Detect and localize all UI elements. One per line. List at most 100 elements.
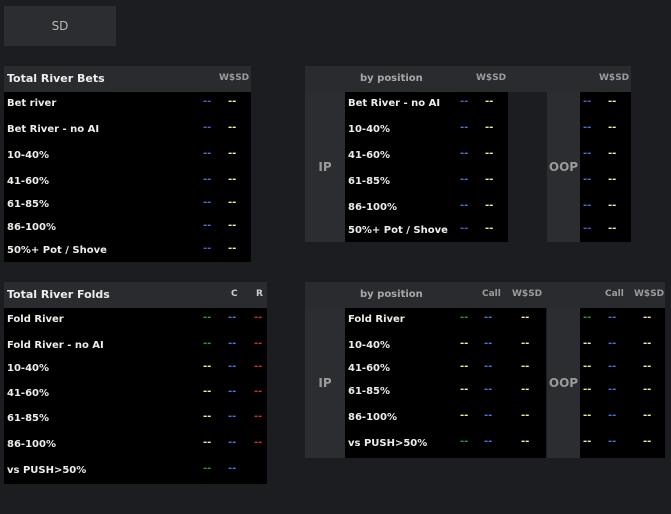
row-label: 61-85%: [7, 413, 50, 424]
bets-position-col-wssd: W$SD: [476, 73, 507, 83]
folds-ip-text: IP: [318, 376, 332, 390]
row-label: 10-40%: [7, 150, 50, 161]
row-label: 50%+ Pot / Shove: [348, 225, 448, 236]
folds-position-col-wssd-oop: W$SD: [634, 289, 665, 299]
cell-value: --: [228, 243, 237, 254]
cell-value: --: [485, 174, 494, 185]
folds-position-col-call-oop: Call: [605, 289, 624, 299]
cell-value: --: [203, 148, 212, 159]
cell-value: --: [583, 436, 592, 447]
table-row: 86-100% -- -- --: [345, 408, 546, 430]
cell-value: --: [643, 361, 652, 372]
folds-oop-label: OOP: [547, 308, 580, 458]
cell-value: --: [203, 197, 212, 208]
bets-position-header-label: by position: [360, 73, 423, 84]
table-row: Fold River -- -- --: [4, 310, 267, 332]
cell-value: --: [608, 223, 617, 234]
cell-value: --: [228, 312, 237, 323]
cell-value: --: [460, 223, 469, 234]
cell-value: --: [583, 223, 592, 234]
row-label: 86-100%: [7, 439, 56, 450]
cell-value: --: [643, 338, 652, 349]
row-label: 41-60%: [348, 150, 391, 161]
cell-value: --: [460, 338, 469, 349]
table-row: -- --: [580, 146, 631, 168]
cell-value: --: [485, 148, 494, 159]
cell-value: --: [643, 410, 652, 421]
cell-value: --: [460, 148, 469, 159]
cell-value: --: [608, 338, 617, 349]
cell-value: --: [228, 148, 237, 159]
cell-value: --: [228, 386, 237, 397]
tab-sd[interactable]: SD: [4, 6, 116, 46]
bets-oop-text: OOP: [548, 160, 579, 174]
cell-value: --: [583, 361, 592, 372]
cell-value: --: [521, 384, 530, 395]
cell-value: --: [484, 338, 493, 349]
table-row: Bet river -- --: [4, 94, 251, 116]
cell-value: --: [484, 436, 493, 447]
cell-value: --: [583, 148, 592, 159]
cell-value: --: [608, 122, 617, 133]
folds-position-header-label: by position: [360, 289, 423, 300]
tab-sd-label: SD: [51, 19, 69, 33]
cell-value: --: [460, 122, 469, 133]
cell-value: --: [460, 200, 469, 211]
table-row: -- -- --: [580, 359, 665, 381]
cell-value: --: [228, 122, 237, 133]
table-row: vs PUSH>50% -- -- --: [345, 434, 546, 456]
cell-value: --: [643, 384, 652, 395]
cell-value: --: [203, 220, 212, 231]
row-label: Fold River: [7, 314, 64, 325]
table-row: 50%+ Pot / Shove -- --: [4, 241, 251, 263]
bets-ip-label: IP: [305, 92, 345, 242]
row-label: 86-100%: [7, 222, 56, 233]
folds-ip-label: IP: [305, 308, 345, 458]
cell-value: --: [608, 410, 617, 421]
cell-value: --: [228, 197, 237, 208]
table-row: 86-100% -- --: [345, 198, 508, 220]
cell-value: --: [228, 411, 237, 422]
cell-value: --: [583, 312, 592, 323]
cell-value: --: [460, 312, 469, 323]
cell-value: --: [608, 148, 617, 159]
table-row: 41-60% -- --: [345, 146, 508, 168]
table-row: -- -- --: [580, 408, 665, 430]
cell-value: --: [228, 174, 237, 185]
cell-value: --: [203, 174, 212, 185]
row-label: 10-40%: [7, 363, 50, 374]
folds-oop-text: OOP: [548, 376, 579, 390]
bets-ip-panel: Bet River - no AI -- -- 10-40% -- -- 41-60% -…: [345, 92, 508, 242]
folds-position-col-call: Call: [482, 289, 501, 299]
table-row: 61-85% -- --: [345, 172, 508, 194]
table-row: 41-60% -- -- --: [345, 359, 546, 381]
row-label: 10-40%: [348, 124, 391, 135]
folds-position-col-wssd: W$SD: [512, 289, 543, 299]
cell-value: --: [485, 96, 494, 107]
cell-value: --: [203, 243, 212, 254]
cell-value: --: [608, 361, 617, 372]
cell-value: --: [203, 463, 212, 474]
cell-value: --: [583, 338, 592, 349]
cell-value: --: [228, 463, 237, 474]
river-folds-col-c: C: [231, 289, 238, 299]
cell-value: --: [228, 220, 237, 231]
cell-value: --: [643, 312, 652, 323]
table-row: -- --: [580, 120, 631, 142]
row-label: 10-40%: [348, 340, 391, 351]
cell-value: --: [254, 411, 263, 422]
cell-value: --: [228, 338, 237, 349]
cell-value: --: [460, 96, 469, 107]
cell-value: --: [583, 200, 592, 211]
cell-value: --: [228, 361, 237, 372]
table-row: 10-40% -- -- --: [345, 336, 546, 358]
cell-value: --: [608, 384, 617, 395]
row-label: 86-100%: [348, 412, 397, 423]
bets-oop-label: OOP: [547, 92, 580, 242]
cell-value: --: [228, 96, 237, 107]
cell-value: --: [203, 338, 212, 349]
table-row: -- -- --: [580, 434, 665, 456]
cell-value: --: [608, 200, 617, 211]
table-row: -- --: [580, 198, 631, 220]
row-label: Bet River - no AI: [348, 98, 441, 109]
